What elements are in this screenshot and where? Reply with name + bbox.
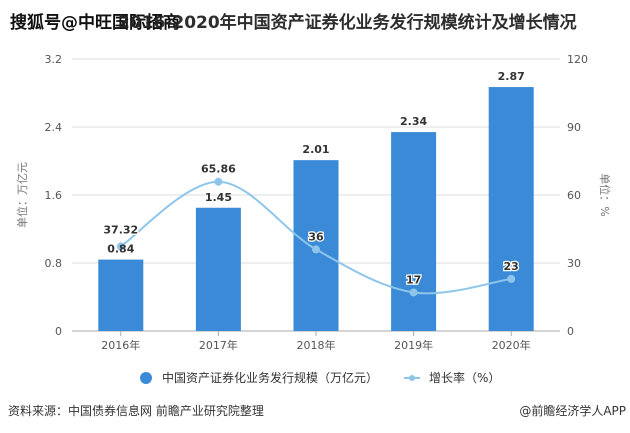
legend-item-bar[interactable]: 中国资产证券化业务发行规模（万亿元） [140, 369, 378, 386]
line-value-label: 23 [504, 260, 519, 273]
bar-series-swatch-icon [140, 371, 152, 384]
legend-bar-label: 中国资产证券化业务发行规模（万亿元） [162, 371, 379, 385]
right-axis-tick: 90 [567, 121, 581, 134]
x-axis-label: 2016年 [101, 338, 140, 352]
bar-value-label: 2.01 [302, 143, 329, 156]
line-point[interactable] [507, 274, 516, 283]
line-point[interactable] [312, 245, 320, 254]
bar[interactable] [391, 132, 437, 331]
bar-value-label: 0.84 [107, 243, 134, 256]
left-axis-title: 单位：万亿元 [15, 162, 29, 228]
x-axis-label: 2019年 [394, 338, 433, 352]
right-axis-tick: 120 [567, 53, 588, 66]
legend-line-label: 增长率（%） [429, 371, 501, 385]
source-note: 资料来源：中国债券信息网 前瞻产业研究院整理 [8, 404, 264, 418]
line-point[interactable] [409, 288, 418, 297]
bar[interactable] [195, 207, 241, 331]
chart-title-main: 2016-2020年中国资产证券化业务发行规模统计及增长情况 [118, 8, 630, 33]
legend-item-line[interactable]: 增长率（%） [404, 369, 500, 386]
line-value-label: 17 [406, 273, 421, 286]
bar[interactable] [98, 259, 144, 331]
bar-value-label: 1.45 [205, 191, 232, 204]
right-axis-tick: 60 [567, 189, 581, 202]
left-axis-tick: 2.4 [45, 121, 63, 134]
x-axis-label: 2020年 [492, 338, 531, 352]
line-point[interactable] [214, 177, 223, 186]
left-axis-tick: 0.8 [45, 257, 63, 270]
credit-note: @前瞻经济学人APP [519, 404, 626, 418]
watermark-text: 搜狐号@中旺国际招商 [10, 13, 180, 33]
legend: 中国资产证券化业务发行规模（万亿元） 增长率（%） [140, 369, 526, 386]
left-axis-tick: 1.6 [45, 189, 63, 202]
right-axis-tick: 0 [567, 325, 574, 338]
right-axis-tick: 30 [567, 257, 581, 270]
bar-value-label: 2.34 [400, 115, 427, 128]
line-value-label: 65.86 [201, 163, 236, 176]
bar[interactable] [488, 87, 534, 331]
right-axis-title: 单位：% [598, 173, 612, 216]
line-value-label: 36 [308, 230, 324, 243]
line-point[interactable] [116, 242, 125, 251]
line-value-label: 37.32 [103, 223, 138, 236]
line-series-swatch-icon [404, 373, 421, 383]
bar-value-label: 2.87 [498, 70, 525, 83]
x-axis-label: 2017年 [199, 338, 238, 352]
left-axis-tick: 3.2 [45, 53, 63, 66]
x-axis-label: 2018年 [297, 338, 336, 352]
chart-title: 搜狐号@中旺国际招商 [0, 8, 630, 33]
left-axis-tick: 0 [55, 325, 62, 338]
title-text: 2016-2020年中国资产证券化业务发行规模统计及增长情况 [118, 13, 577, 33]
